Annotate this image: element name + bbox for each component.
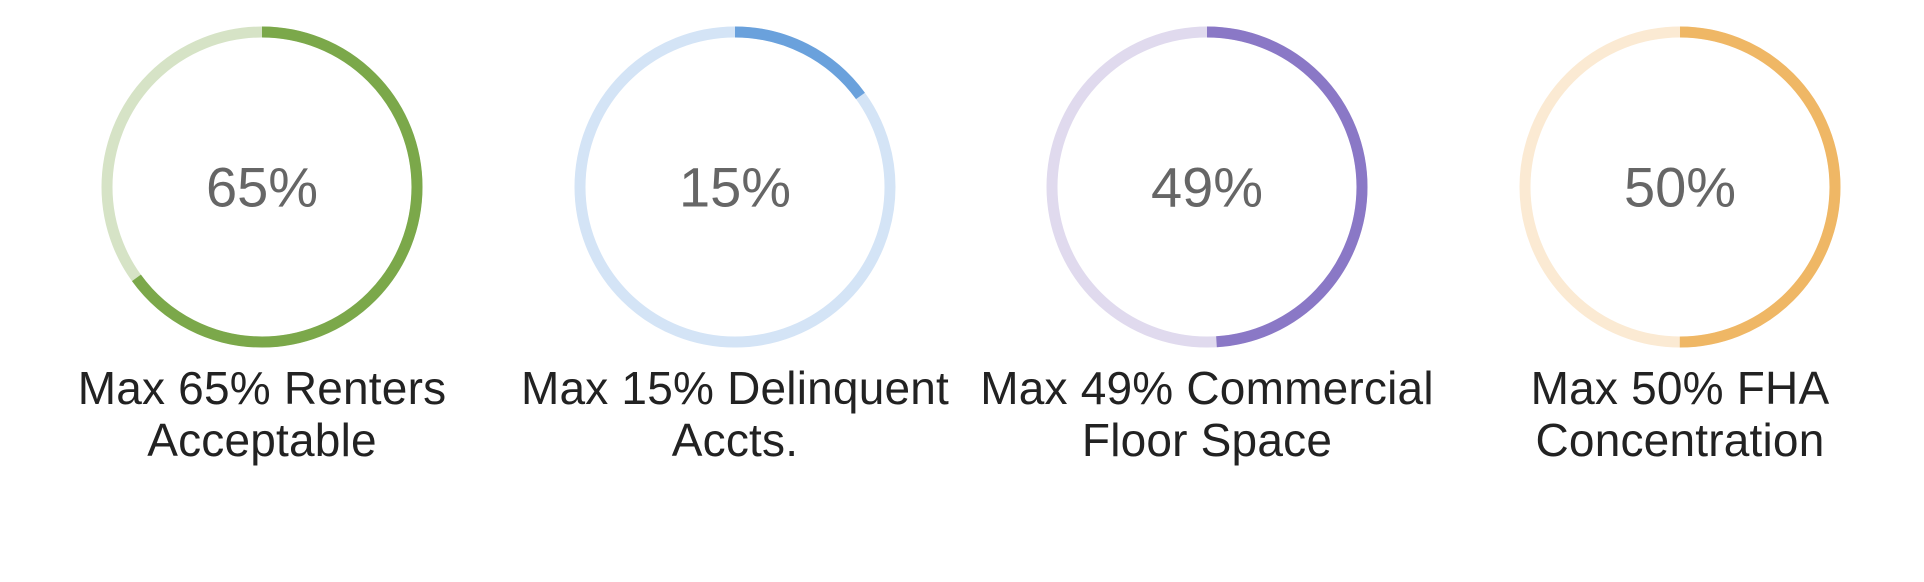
gauge-value-label: 65% — [206, 156, 318, 219]
gauge-caption: Max 65% Renters Acceptable — [77, 362, 447, 466]
gauge-fha: 50% Max 50% FHA Concentration — [1445, 0, 1915, 582]
gauge-caption: Max 15% Delinquent Accts. — [520, 362, 950, 466]
gauge-renters-chart: 65% — [101, 26, 423, 348]
gauge-arc — [101, 26, 423, 348]
gauge-delinquent: 15% Max 15% Delinquent Accts. — [500, 0, 970, 582]
gauge-fha-chart: 50% — [1519, 26, 1841, 348]
gauge-value-label: 49% — [1151, 156, 1263, 219]
gauge-caption: Max 50% FHA Concentration — [1530, 362, 1830, 466]
gauge-arc — [1046, 26, 1368, 348]
gauge-value-label: 15% — [679, 156, 791, 219]
gauge-caption: Max 49% Commercial Floor Space — [980, 362, 1434, 466]
gauge-arc — [574, 26, 896, 348]
gauge-delinquent-chart: 15% — [574, 26, 896, 348]
gauge-commercial: 49% Max 49% Commercial Floor Space — [972, 0, 1442, 582]
gauge-renters: 65% Max 65% Renters Acceptable — [27, 0, 497, 582]
gauge-value-label: 50% — [1624, 156, 1736, 219]
gauge-arc — [1519, 26, 1841, 348]
gauge-commercial-chart: 49% — [1046, 26, 1368, 348]
